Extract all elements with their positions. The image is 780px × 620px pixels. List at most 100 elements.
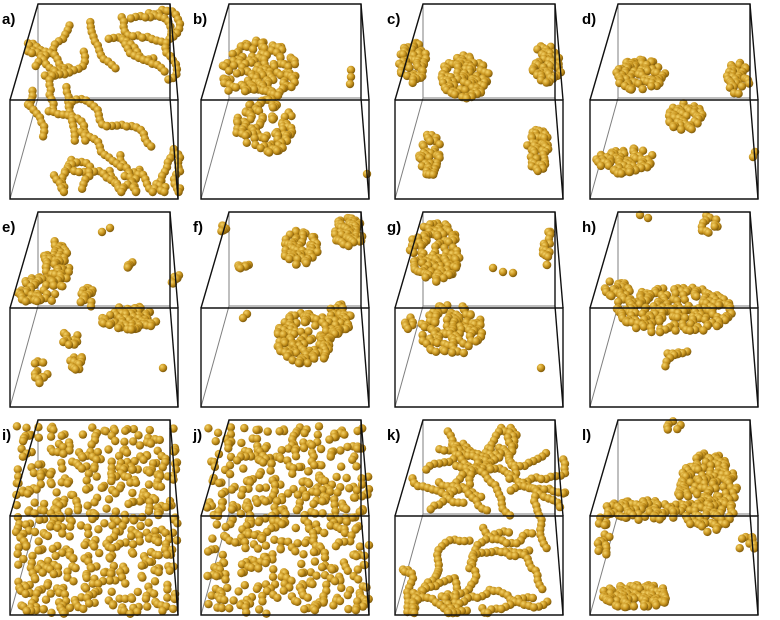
particle — [128, 32, 138, 41]
particle — [64, 267, 74, 277]
particle — [712, 525, 721, 534]
particle — [239, 464, 248, 473]
particle — [111, 507, 121, 516]
particle — [504, 528, 514, 537]
particle — [643, 213, 653, 223]
particle — [330, 577, 340, 586]
particle — [218, 550, 227, 560]
particle — [143, 602, 152, 611]
box-front-edges — [394, 3, 564, 200]
particle — [686, 319, 695, 329]
particle — [203, 503, 212, 512]
particle — [326, 521, 335, 530]
particle — [655, 515, 664, 524]
particle — [121, 594, 130, 603]
particle — [310, 354, 319, 363]
particle — [47, 608, 56, 617]
particle — [147, 142, 156, 151]
particle — [138, 573, 147, 582]
particle — [127, 594, 137, 603]
particle — [647, 82, 656, 91]
particle — [721, 519, 730, 529]
particle — [506, 486, 515, 495]
particle-group — [600, 210, 736, 371]
particle — [141, 594, 151, 603]
particle — [108, 601, 118, 610]
particle — [81, 584, 91, 593]
particle — [46, 432, 56, 441]
particle — [73, 506, 83, 515]
particle — [247, 563, 256, 572]
particle — [471, 337, 481, 346]
particle — [122, 122, 131, 131]
particle — [207, 591, 216, 600]
particle — [41, 595, 51, 604]
particle — [121, 426, 130, 435]
particle — [240, 423, 249, 433]
particle — [71, 365, 80, 374]
particle — [221, 575, 230, 584]
particle — [226, 423, 236, 432]
particle — [420, 322, 429, 332]
particle — [240, 581, 249, 590]
particle — [128, 488, 137, 498]
particle — [352, 462, 361, 471]
particle — [83, 523, 92, 532]
particle — [508, 268, 518, 278]
particle — [226, 452, 236, 462]
particle — [675, 491, 684, 501]
particle — [111, 489, 120, 498]
box-back-edges — [589, 4, 750, 200]
particle — [605, 277, 614, 286]
particle — [217, 603, 226, 613]
particle — [160, 187, 169, 197]
particle — [70, 136, 80, 145]
particle — [129, 516, 138, 525]
particle — [663, 425, 672, 434]
particle — [325, 435, 334, 444]
particle — [128, 549, 138, 558]
particle — [418, 330, 427, 340]
particle — [114, 323, 123, 333]
particle — [357, 480, 367, 489]
particle — [114, 451, 124, 461]
particle — [138, 33, 147, 42]
particle — [253, 544, 263, 553]
particle — [332, 472, 341, 482]
particle — [225, 604, 234, 613]
particle — [245, 100, 254, 110]
particle — [43, 531, 53, 541]
particle — [607, 291, 616, 301]
particle — [227, 505, 237, 514]
particle — [255, 605, 264, 614]
panel-g: g) — [387, 211, 564, 408]
particle — [231, 83, 241, 92]
particle — [22, 542, 31, 551]
particle — [158, 463, 167, 472]
particle-group — [203, 422, 374, 618]
box-front-edges — [200, 3, 370, 200]
particle — [272, 146, 282, 156]
particle — [49, 569, 58, 579]
particle — [284, 62, 293, 71]
particle — [614, 297, 623, 307]
particle — [318, 497, 327, 506]
particle — [223, 583, 232, 593]
particle — [111, 436, 120, 446]
panel-k: k) — [387, 419, 570, 618]
panel-label: f) — [193, 219, 203, 236]
particle — [23, 489, 32, 498]
particle — [253, 498, 262, 508]
box-front-edges — [9, 3, 179, 200]
particle — [107, 587, 116, 596]
particle — [652, 601, 661, 610]
particle — [635, 210, 645, 220]
particle — [270, 535, 279, 544]
particle — [146, 321, 156, 331]
particle — [221, 522, 230, 532]
particle — [242, 138, 251, 147]
particle — [64, 340, 74, 349]
particle — [105, 320, 114, 330]
particle — [346, 65, 356, 75]
particle — [63, 567, 72, 576]
